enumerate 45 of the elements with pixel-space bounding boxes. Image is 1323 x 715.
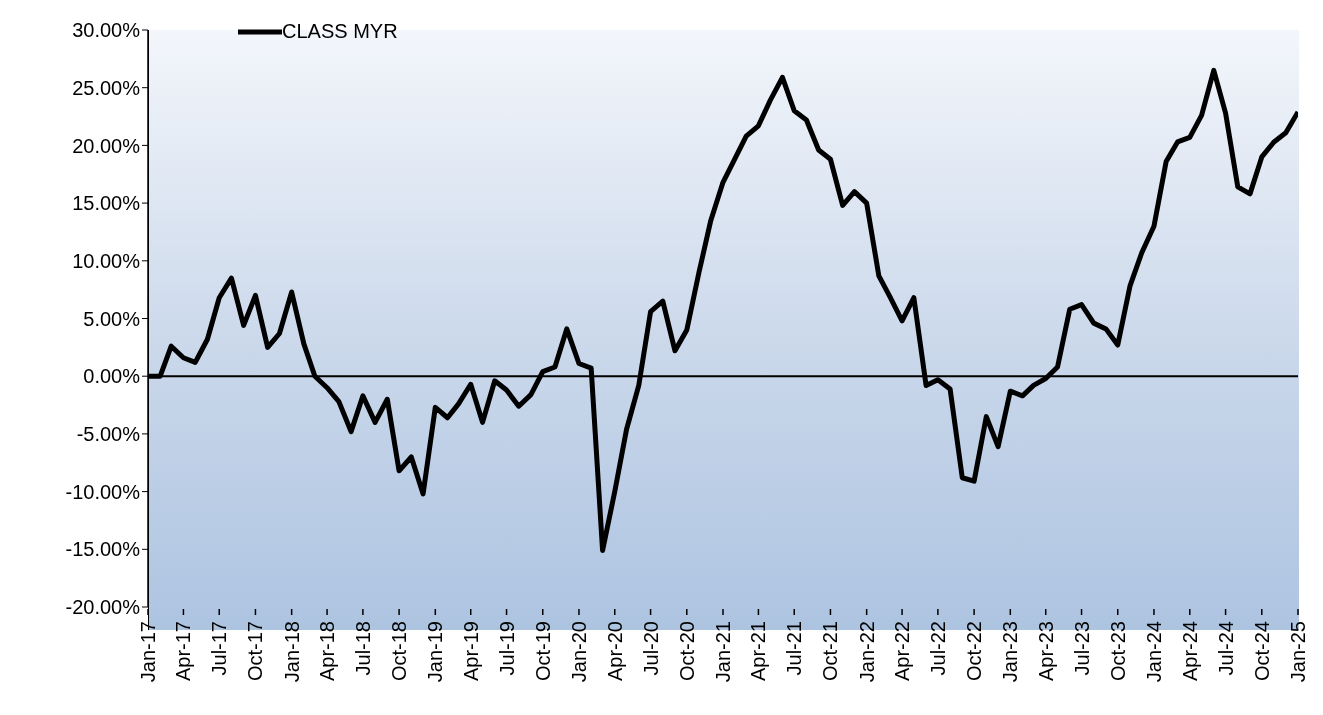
y-tick-label: 30.00% [72,19,141,42]
x-tick-label: Jul-19 [495,621,518,676]
x-tick-label: Oct-22 [963,621,986,682]
x-tick-label: Jan-22 [855,621,878,683]
x-tick-label: Jul-20 [639,621,662,676]
y-tick-label: 10.00% [72,249,141,272]
y-tick-label: 25.00% [72,76,141,99]
x-tick-label: Jul-22 [926,621,949,676]
x-tick-label: Apr-19 [459,621,482,682]
x-tick-label: Apr-17 [172,621,195,682]
y-tick-label: -5.00% [76,423,141,445]
x-tick-label: Apr-18 [316,621,339,682]
x-tick-label: Oct-20 [675,621,698,682]
x-tick-label: Oct-24 [1250,621,1273,682]
legend-label: CLASS MYR [282,20,398,43]
x-tick-label: Jul-24 [1214,621,1237,676]
x-tick-label: Jan-18 [280,621,303,683]
x-tick-label: Oct-17 [244,621,267,682]
x-tick-label: Jan-17 [137,621,159,683]
x-tick-label: Jul-17 [208,621,231,676]
x-tick-label: Jan-20 [567,621,590,683]
x-tick-label: Apr-24 [1178,621,1201,682]
x-tick-label: Apr-21 [747,621,770,682]
x-tick-label: Oct-23 [1106,621,1129,682]
x-tick-label: Apr-20 [603,621,626,682]
x-tick-label: Apr-23 [1034,621,1057,682]
x-tick-label: Jul-21 [783,621,806,676]
y-tick-label: 0.00% [83,365,141,388]
y-tick-label: 15.00% [72,192,141,215]
y-tick-label: 20.00% [72,134,141,157]
x-tick-label: Jan-25 [1287,621,1309,683]
y-tick-label: -15.00% [65,538,141,561]
x-tick-label: Jan-19 [424,621,447,683]
x-tick-label: Jan-23 [999,621,1022,683]
x-tick-label: Apr-22 [891,621,914,682]
x-tick-label: Oct-21 [819,621,842,682]
x-tick-label: Oct-18 [388,621,411,682]
x-tick-label: Jan-24 [1142,621,1165,683]
x-tick-label: Oct-19 [531,621,554,682]
y-tick-label: -10.00% [65,480,141,503]
x-tick-label: Jul-23 [1070,621,1093,676]
y-tick-label: 5.00% [83,307,141,330]
y-tick-label: -20.00% [65,596,141,619]
x-tick-label: Jul-18 [351,621,374,676]
x-tick-label: Jan-21 [712,621,734,683]
